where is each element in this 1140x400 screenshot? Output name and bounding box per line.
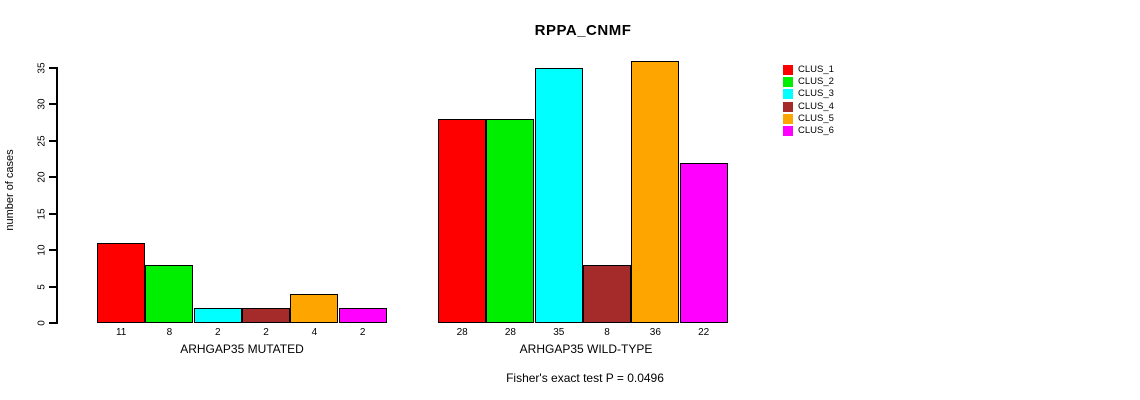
y-axis-title: number of cases [4,149,16,231]
legend-swatch [783,113,793,124]
bar-value-label: 22 [698,327,710,338]
bar-clus_5 [290,294,338,323]
bar-value-label: 28 [504,327,516,338]
legend-label: CLUS_1 [798,64,834,76]
y-tick-mark [49,249,56,252]
bar-clus_3 [194,308,242,323]
bar-clus_1 [97,243,145,323]
legend-item-clus_5: CLUS_5 [783,113,834,125]
bar-clus_6 [680,163,728,323]
legend-item-clus_1: CLUS_1 [783,64,834,76]
y-tick-label: 35 [36,62,48,74]
legend-label: CLUS_4 [798,100,834,112]
legend-swatch [783,126,793,137]
chart-title: RPPA_CNMF [534,22,632,39]
legend-swatch [783,89,793,100]
y-tick-mark [49,139,56,142]
bar-clus_2 [145,265,193,323]
group-label-mutated: ARHGAP35 MUTATED [180,342,304,356]
bar-clus_4 [242,308,290,323]
bar-value-label: 8 [166,327,173,338]
y-tick-label: 30 [36,98,48,110]
fisher-test-annotation: Fisher's exact test P = 0.0496 [506,371,664,385]
bar-clus_5 [631,61,679,323]
bar-clus_6 [339,308,387,323]
y-tick-mark [49,103,56,106]
bar-clus_2 [486,119,534,323]
group-label-wildtype: ARHGAP35 WILD-TYPE [519,342,653,356]
legend-item-clus_2: CLUS_2 [783,76,834,88]
y-tick-mark [49,285,56,288]
y-tick-mark [49,176,56,179]
legend-label: CLUS_5 [798,112,834,124]
y-tick-label: 15 [36,208,48,220]
bar-value-label: 2 [214,327,221,338]
bar-value-label: 4 [311,327,318,338]
legend-label: CLUS_6 [798,125,834,137]
legend-swatch [783,65,793,76]
bar-value-label: 28 [456,327,468,338]
legend-swatch [783,77,793,88]
y-tick-label: 20 [36,171,48,183]
y-tick-mark [49,212,56,215]
bar-clus_1 [438,119,486,323]
bar-value-label: 2 [359,327,366,338]
y-axis-line [56,67,58,324]
legend-label: CLUS_3 [798,88,834,100]
bar-value-label: 35 [553,327,565,338]
y-tick-label: 0 [36,320,48,326]
legend-item-clus_4: CLUS_4 [783,101,834,113]
y-tick-mark [49,322,56,324]
bar-value-label: 36 [649,327,661,338]
legend-item-clus_6: CLUS_6 [783,125,834,137]
legend-item-clus_3: CLUS_3 [783,88,834,100]
bar-clus_3 [535,68,583,323]
y-tick-label: 5 [36,283,48,290]
legend: CLUS_1 CLUS_2 CLUS_3 CLUS_4 CLUS_5 CLUS_6 [783,64,834,137]
y-tick-mark [49,67,56,69]
legend-label: CLUS_2 [798,76,834,88]
y-tick-label: 10 [36,244,48,256]
bar-value-label: 2 [263,327,269,338]
bar-value-label: 8 [604,327,610,338]
legend-swatch [783,101,793,112]
bar-value-label: 11 [115,327,127,338]
bar-clus_4 [583,265,631,323]
y-tick-label: 25 [36,135,48,147]
